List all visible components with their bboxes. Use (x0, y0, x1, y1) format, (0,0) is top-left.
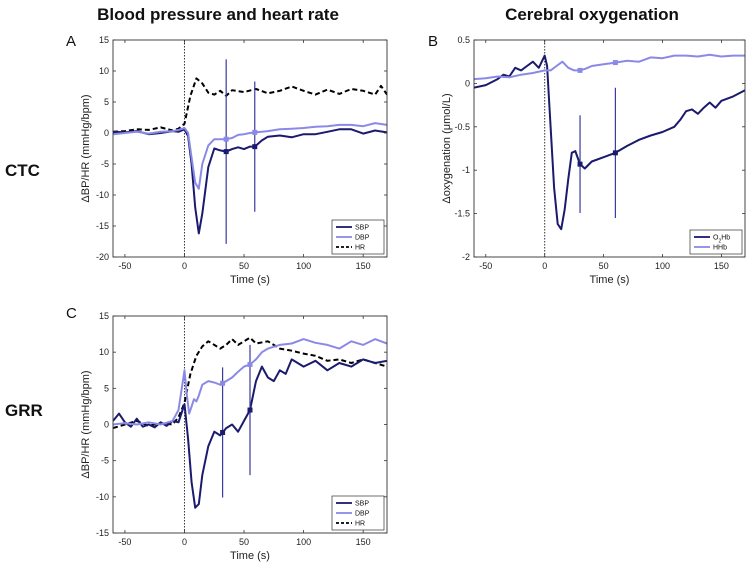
row-label-grr: GRR (5, 401, 43, 420)
y-tick-label: 0 (104, 420, 109, 430)
y-tick-label: -20 (96, 252, 109, 262)
panel-label-b: B (428, 33, 438, 50)
legend-label-dbp: DBP (355, 235, 370, 242)
y-tick-label: 5 (104, 97, 109, 107)
y-axis-label: ΔBP/HR (mmHg/bpm) (80, 94, 92, 202)
plot-frame (112, 315, 388, 534)
plot-frame (112, 39, 388, 258)
legend-label-sbp: SBP (355, 225, 369, 232)
legend-label-sbp: SBP (355, 501, 369, 508)
panel-label-c: C (66, 305, 77, 322)
series-line-o2hb (474, 54, 745, 231)
series-line-hhb (474, 53, 745, 81)
x-axis-label: Time (s) (230, 274, 270, 286)
legend-label-hr: HR (355, 245, 365, 252)
y-tick-label: -0.5 (454, 122, 470, 132)
marker-point-dbp (220, 380, 226, 386)
x-axis-label: Time (s) (230, 550, 270, 562)
legend-box (689, 229, 743, 255)
y-axis-label: ΔBP/HR (mmHg/bpm) (80, 370, 92, 478)
x-tick-label: -50 (118, 537, 131, 547)
x-tick-label: -50 (118, 261, 131, 271)
series-line-dbp (113, 122, 387, 190)
marker-point-dbp (223, 136, 229, 142)
legend-label-o2hb: O2Hb (713, 235, 730, 245)
x-tick-label: 100 (296, 261, 311, 271)
y-tick-label: 0 (465, 78, 470, 88)
y-tick-label: 0 (104, 128, 109, 138)
x-tick-label: 0 (182, 537, 187, 547)
y-tick-label: 15 (99, 311, 109, 321)
x-tick-label: -50 (479, 261, 492, 271)
y-tick-label: -15 (96, 528, 109, 538)
marker-point-o2hb (612, 150, 618, 156)
y-tick-label: -5 (101, 159, 109, 169)
legend-subscript: 2 (718, 239, 721, 245)
plot-area (474, 40, 745, 257)
y-axis-label: Δoxygenation (μmol/L) (441, 93, 453, 203)
series-line-hr (113, 77, 387, 133)
plot-frame (473, 39, 746, 258)
y-tick-label: 10 (99, 347, 109, 357)
header-oxygenation: Cerebral oxygenation (505, 5, 679, 24)
panel-label-a: A (66, 33, 76, 50)
legend-box (331, 495, 385, 531)
marker-point-dbp (247, 361, 253, 367)
marker-point-dbp (252, 129, 258, 135)
marker-point-sbp (252, 144, 258, 150)
legend-label-dbp: DBP (355, 511, 370, 518)
y-tick-label: -10 (96, 492, 109, 502)
x-tick-label: 0 (542, 261, 547, 271)
y-tick-label: 15 (99, 35, 109, 45)
y-tick-label: -15 (96, 221, 109, 231)
plot-area (113, 40, 387, 257)
y-tick-label: -1 (462, 165, 470, 175)
y-tick-label: 0.5 (457, 35, 470, 45)
y-tick-label: -10 (96, 190, 109, 200)
x-tick-label: 100 (296, 537, 311, 547)
x-tick-label: 150 (356, 261, 371, 271)
row-label-ctc: CTC (5, 161, 40, 180)
marker-point-sbp (247, 407, 253, 413)
marker-point-sbp (220, 429, 226, 435)
header-bp-hr: Blood pressure and heart rate (97, 5, 339, 24)
marker-point-hhb (612, 60, 618, 66)
legend-label-hr: HR (355, 521, 365, 528)
marker-point-sbp (223, 149, 229, 155)
plot-area (113, 316, 387, 533)
y-tick-label: 10 (99, 66, 109, 76)
x-tick-label: 50 (239, 537, 249, 547)
legend-label-hhb: HHb (713, 245, 727, 252)
x-tick-label: 100 (655, 261, 670, 271)
x-tick-label: 150 (714, 261, 729, 271)
y-tick-label: -5 (101, 456, 109, 466)
y-tick-label: -2 (462, 252, 470, 262)
x-tick-label: 0 (182, 261, 187, 271)
x-tick-label: 50 (599, 261, 609, 271)
plot-background (474, 40, 745, 257)
series-line-hr (113, 336, 387, 430)
x-tick-label: 150 (356, 537, 371, 547)
x-tick-label: 50 (239, 261, 249, 271)
y-tick-label: -1.5 (454, 209, 470, 219)
x-axis-label: Time (s) (590, 274, 630, 286)
y-tick-label: 5 (104, 383, 109, 393)
marker-point-o2hb (577, 161, 583, 167)
marker-point-hhb (577, 67, 583, 73)
chart-panel-b: -50 0 50 100 150 -2 -1.5 -1 -0.5 0 0.5 Time (s) Δoxy… (441, 35, 746, 286)
